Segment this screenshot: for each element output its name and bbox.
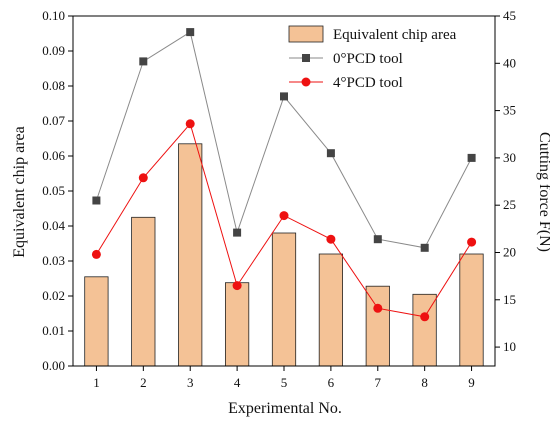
y-right-tick-label-40: 40 <box>503 55 516 70</box>
y-right-tick-label-15: 15 <box>503 292 516 307</box>
x-tick-label-3: 3 <box>187 375 194 390</box>
bar-3 <box>178 143 203 367</box>
y-right-tick-label-10: 10 <box>503 339 516 354</box>
y-axis-left-title: Equivalent chip area <box>11 126 28 258</box>
bar-8 <box>412 293 437 367</box>
x-tick-label-7: 7 <box>375 375 382 390</box>
y-right-tick-label-25: 25 <box>503 197 516 212</box>
point-4pcd-5 <box>279 211 289 221</box>
point-0pcd-7 <box>373 235 382 244</box>
legend-marker-0pcd <box>302 54 310 62</box>
y-left-tick-label-0.00: 0.00 <box>42 358 65 373</box>
y-left-tick-label-0.08: 0.08 <box>42 78 65 93</box>
y-left-tick-label-0.01: 0.01 <box>42 323 65 338</box>
bar-6 <box>318 253 344 367</box>
y-left-tick-label-0.07: 0.07 <box>42 113 65 128</box>
legend-label-4pcd: 4°PCD tool <box>333 75 403 91</box>
y-left-tick-label-0.10: 0.10 <box>42 8 65 23</box>
x-tick-label-5: 5 <box>281 375 288 390</box>
x-tick-label-9: 9 <box>468 375 475 390</box>
y-right-tick-label-45: 45 <box>503 8 516 23</box>
y-axis-right-title: Cutting force F(N) <box>536 132 550 252</box>
point-4pcd-1 <box>91 249 101 259</box>
legend-label-chip-area: Equivalent chip area <box>333 27 457 43</box>
y-left-tick-label-0.06: 0.06 <box>42 148 65 163</box>
point-0pcd-2 <box>139 57 148 66</box>
bar-9 <box>459 253 484 367</box>
x-tick-label-4: 4 <box>234 375 241 390</box>
point-0pcd-5 <box>280 92 288 101</box>
point-0pcd-3 <box>186 28 195 37</box>
bar-5 <box>271 232 297 367</box>
x-tick-label-2: 2 <box>140 375 147 390</box>
legend-swatch-chip-area <box>288 25 324 43</box>
point-4pcd-7 <box>373 303 383 313</box>
point-4pcd-4 <box>232 281 242 291</box>
point-0pcd-8 <box>420 243 429 252</box>
bar-2 <box>131 216 156 367</box>
point-0pcd-6 <box>326 149 335 158</box>
point-4pcd-8 <box>420 312 430 322</box>
y-left-tick-label-0.09: 0.09 <box>42 43 65 58</box>
y-right-tick-label-30: 30 <box>503 150 516 165</box>
point-0pcd-9 <box>467 153 476 162</box>
x-tick-label-6: 6 <box>328 375 335 390</box>
y-left-tick-label-0.04: 0.04 <box>42 218 65 233</box>
bar-1 <box>84 276 109 367</box>
x-tick-label-8: 8 <box>421 375 428 390</box>
x-axis-title: Experimental No. <box>228 400 342 417</box>
point-4pcd-3 <box>185 119 195 129</box>
bar-4 <box>224 282 250 367</box>
y-left-tick-label-0.03: 0.03 <box>42 253 65 268</box>
point-0pcd-1 <box>92 196 101 205</box>
y-left-tick-label-0.02: 0.02 <box>42 288 65 303</box>
x-tick-label-1: 1 <box>93 375 100 390</box>
y-right-tick-label-20: 20 <box>503 244 516 259</box>
point-4pcd-2 <box>138 173 148 183</box>
y-left-tick-label-0.05: 0.05 <box>42 183 65 198</box>
y-right-tick-label-35: 35 <box>503 103 516 118</box>
point-4pcd-6 <box>326 234 336 244</box>
point-4pcd-9 <box>467 237 477 247</box>
legend-label-0pcd: 0°PCD tool <box>333 51 403 67</box>
point-0pcd-4 <box>233 228 242 237</box>
bar-7 <box>365 285 390 367</box>
legend-marker-4pcd <box>301 77 311 87</box>
